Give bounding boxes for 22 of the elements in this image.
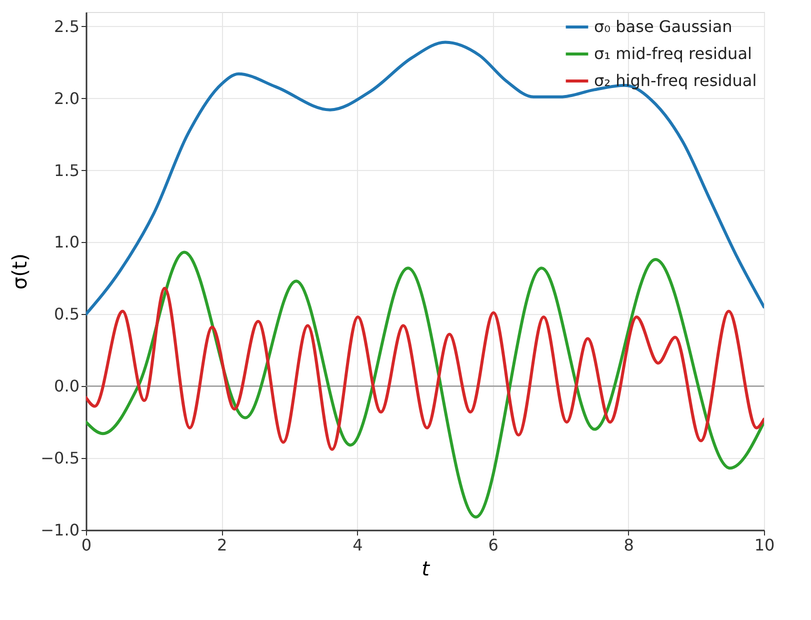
legend-label: σ₁ mid-freq residual [594,44,752,63]
x-axis-title: t [422,556,431,580]
y-tick-label: 0.5 [54,304,80,324]
x-tick-label: 6 [488,536,498,554]
y-tick-label: −0.5 [40,448,80,468]
y-tick-label: 1.0 [54,232,80,252]
x-tick-label: 2 [217,536,228,554]
legend-label: σ₂ high-freq residual [594,71,757,90]
y-tick-label: 2.5 [54,16,80,36]
y-tick-label: 0.0 [54,376,80,396]
legend-label: σ₀ base Gaussian [594,17,732,36]
x-tick-label: 10 [754,536,775,554]
line-series [86,250,764,519]
y-axis-title: σ(t) [8,253,32,290]
line-series [86,40,764,316]
line-series [86,286,764,451]
x-tick-label: 4 [352,536,363,554]
y-tick-label: −1.0 [40,520,80,540]
y-tick-label: 2.0 [54,88,80,108]
x-tick-label: 0 [81,536,92,554]
y-tick-label: 1.5 [54,160,80,180]
x-tick-label: 8 [624,536,634,554]
